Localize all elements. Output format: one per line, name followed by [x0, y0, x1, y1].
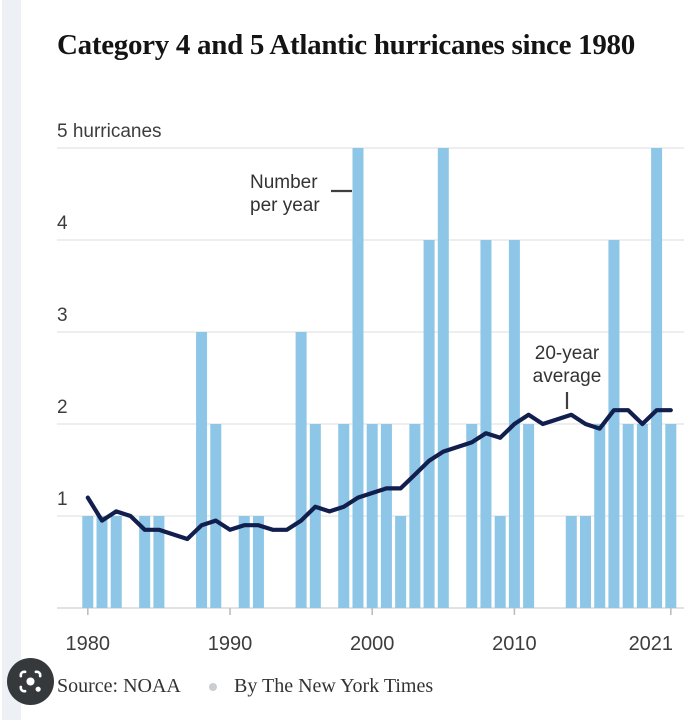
bar-2003 — [409, 424, 421, 608]
bar-1981 — [96, 516, 108, 608]
bar-1988 — [196, 332, 208, 608]
bar-1998 — [338, 424, 350, 608]
y-axis-label-1: 1 — [57, 489, 68, 510]
x-axis-label-2010: 2010 — [492, 633, 537, 655]
bar-2000 — [366, 424, 378, 608]
x-axis-label-1980: 1980 — [65, 633, 111, 655]
x-axis-label-2000: 2000 — [349, 633, 395, 655]
bar-2020 — [651, 148, 663, 608]
y-axis-label-4: 4 — [57, 213, 68, 234]
left-edge-strip — [2, 0, 21, 720]
bar-2018 — [622, 424, 634, 608]
annotation-number-per-year: Number per year — [250, 172, 320, 216]
bar-2008 — [480, 240, 492, 608]
x-axis-label-1990: 1990 — [207, 633, 253, 655]
bar-1989 — [210, 424, 222, 608]
bar-1991 — [238, 516, 250, 608]
bar-2021 — [665, 424, 677, 608]
bar-1984 — [139, 516, 151, 608]
source-label: Source: NOAA — [57, 675, 181, 697]
bar-2016 — [594, 424, 606, 608]
chart-title: Category 4 and 5 Atlantic hurricanes sin… — [57, 29, 635, 62]
y-axis-label-3: 3 — [57, 305, 68, 326]
byline-label: By The New York Times — [234, 675, 434, 697]
annotation-twenty-year-average: 20-year average — [532, 343, 602, 387]
bar-1992 — [252, 516, 264, 608]
bar-2009 — [494, 516, 506, 608]
twenty-year-average-line — [85, 408, 673, 542]
bar-2014 — [565, 516, 577, 608]
bar-1980 — [82, 516, 94, 608]
y-axis-label-5: 5 hurricanes — [57, 121, 162, 142]
bar-2017 — [608, 240, 620, 608]
bar-1985 — [153, 516, 165, 608]
bar-2007 — [466, 424, 478, 608]
y-axis-label-2: 2 — [57, 397, 68, 418]
google-lens-icon — [17, 668, 44, 695]
x-axis-label-2021: 2021 — [628, 633, 674, 655]
bar-2001 — [380, 424, 392, 608]
bar-2015 — [580, 516, 591, 608]
bar-2011 — [523, 424, 535, 608]
bar-2002 — [395, 516, 407, 608]
bar-1999 — [352, 148, 364, 608]
bar-2004 — [423, 240, 435, 608]
bar-2005 — [437, 148, 449, 608]
separator-dot-icon — [209, 683, 217, 691]
bar-1996 — [309, 424, 321, 608]
bar-1995 — [295, 332, 307, 608]
google-lens-button[interactable] — [7, 658, 54, 705]
bar-2019 — [636, 424, 648, 608]
bar-1982 — [110, 516, 122, 608]
